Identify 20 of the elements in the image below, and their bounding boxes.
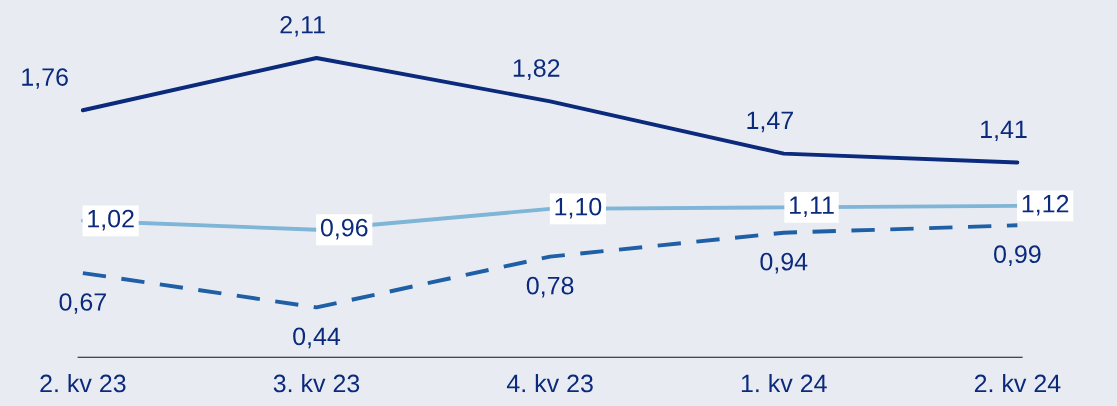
x-tick-label: 4. kv 23 [506, 373, 593, 393]
data-label: 1,12 [1022, 194, 1069, 216]
data-label: 1,76 [22, 68, 68, 89]
data-label: 1,10 [555, 197, 602, 219]
data-label: 0,78 [526, 276, 574, 298]
data-label: 2,11 [280, 15, 325, 37]
x-tick-label: 1. kv 24 [741, 373, 827, 393]
data-label: 0,96 [320, 218, 368, 240]
data-label: 1,11 [790, 196, 834, 218]
data-label: 1,82 [513, 59, 560, 80]
x-tick-label: 2. kv 23 [40, 373, 126, 393]
data-label: 1,41 [981, 120, 1027, 142]
data-label: 0,67 [59, 293, 106, 314]
data-label: 1,02 [88, 209, 134, 231]
x-tick-label: 3. kv 23 [273, 373, 360, 393]
data-label: 0,44 [293, 327, 341, 349]
data-label: 0,99 [994, 245, 1041, 267]
data-label: 1,47 [747, 111, 793, 133]
data-label: 0,94 [760, 252, 808, 274]
x-tick-label: 2. kv 24 [974, 373, 1061, 393]
